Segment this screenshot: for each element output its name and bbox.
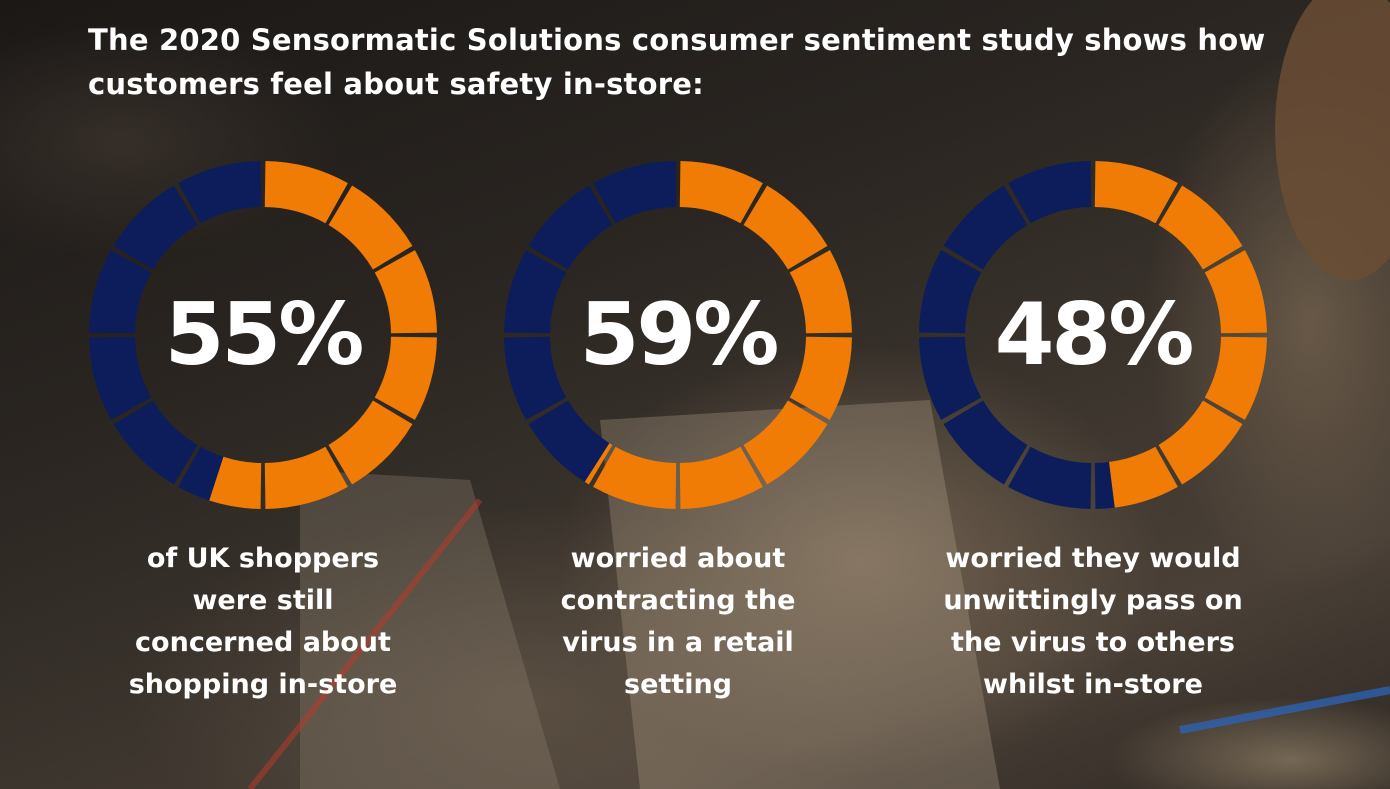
donut-segment-value: [209, 456, 262, 509]
donut-segment-value: [264, 446, 348, 509]
donut-segment-value: [374, 336, 437, 420]
donut-segment-remaining: [1008, 161, 1092, 224]
stat-worried-passing-virus: 48% worried they would unwittingly pass …: [918, 160, 1268, 760]
stat-caption: worried they would unwittingly pass on t…: [943, 543, 1243, 700]
donut-segment-value: [374, 250, 437, 334]
page-title: The 2020 Sensormatic Solutions consumer …: [88, 23, 1266, 101]
donut-segment-value: [679, 446, 763, 509]
stat-caption: of UK shoppers were still concerned abou…: [128, 543, 398, 700]
donut-segment-remaining: [89, 250, 152, 334]
donut-segment-remaining: [1094, 461, 1115, 509]
donut-segment-value: [679, 161, 763, 224]
donut-segment-value: [1204, 250, 1267, 334]
donut-segment-remaining: [178, 161, 262, 224]
percentage-label: 59%: [579, 285, 780, 385]
stat-uk-shoppers-concerned: 55% of UK shoppers were still concerned …: [88, 160, 438, 760]
donut-segment-remaining: [178, 446, 224, 501]
donut-segment-remaining: [113, 400, 198, 485]
donut-segment-remaining: [593, 161, 677, 224]
donut-segment-remaining: [943, 185, 1028, 270]
donut-segment-remaining: [528, 400, 610, 482]
donut-segment-remaining: [1008, 446, 1092, 509]
donut-segment-remaining: [919, 336, 982, 420]
stat-worried-contracting-virus: 59% worried about contracting the virus …: [503, 160, 853, 760]
donut-segment-value: [789, 336, 852, 420]
donut-segment-remaining: [919, 250, 982, 334]
donut-segment-value: [1204, 336, 1267, 420]
donut-segment-value: [1094, 161, 1178, 224]
donut-segment-value: [1158, 185, 1243, 270]
donut-segment-value: [743, 185, 828, 270]
donut-segment-value: [593, 446, 677, 509]
donut-segment-remaining: [943, 400, 1028, 485]
donut-segment-value: [584, 443, 613, 485]
donut-segment-value: [1158, 400, 1243, 485]
donut-segment-remaining: [504, 336, 567, 420]
donut-segment-value: [328, 185, 413, 270]
donut-segment-value: [1109, 446, 1178, 508]
donut-segment-value: [743, 400, 828, 485]
donut-chart: [504, 161, 852, 509]
stat-caption: worried about contracting the virus in a…: [560, 543, 796, 700]
donut-chart: [89, 161, 437, 509]
donut-segment-value: [264, 161, 348, 224]
percentage-label: 55%: [164, 285, 365, 385]
donut-segment-remaining: [89, 336, 152, 420]
donut-segment-remaining: [504, 250, 567, 334]
percentage-label: 48%: [994, 285, 1195, 385]
donut-segment-remaining: [528, 185, 613, 270]
donut-segment-value: [789, 250, 852, 334]
donut-segment-remaining: [113, 185, 198, 270]
donut-segment-value: [328, 400, 413, 485]
donut-chart: [919, 161, 1267, 509]
